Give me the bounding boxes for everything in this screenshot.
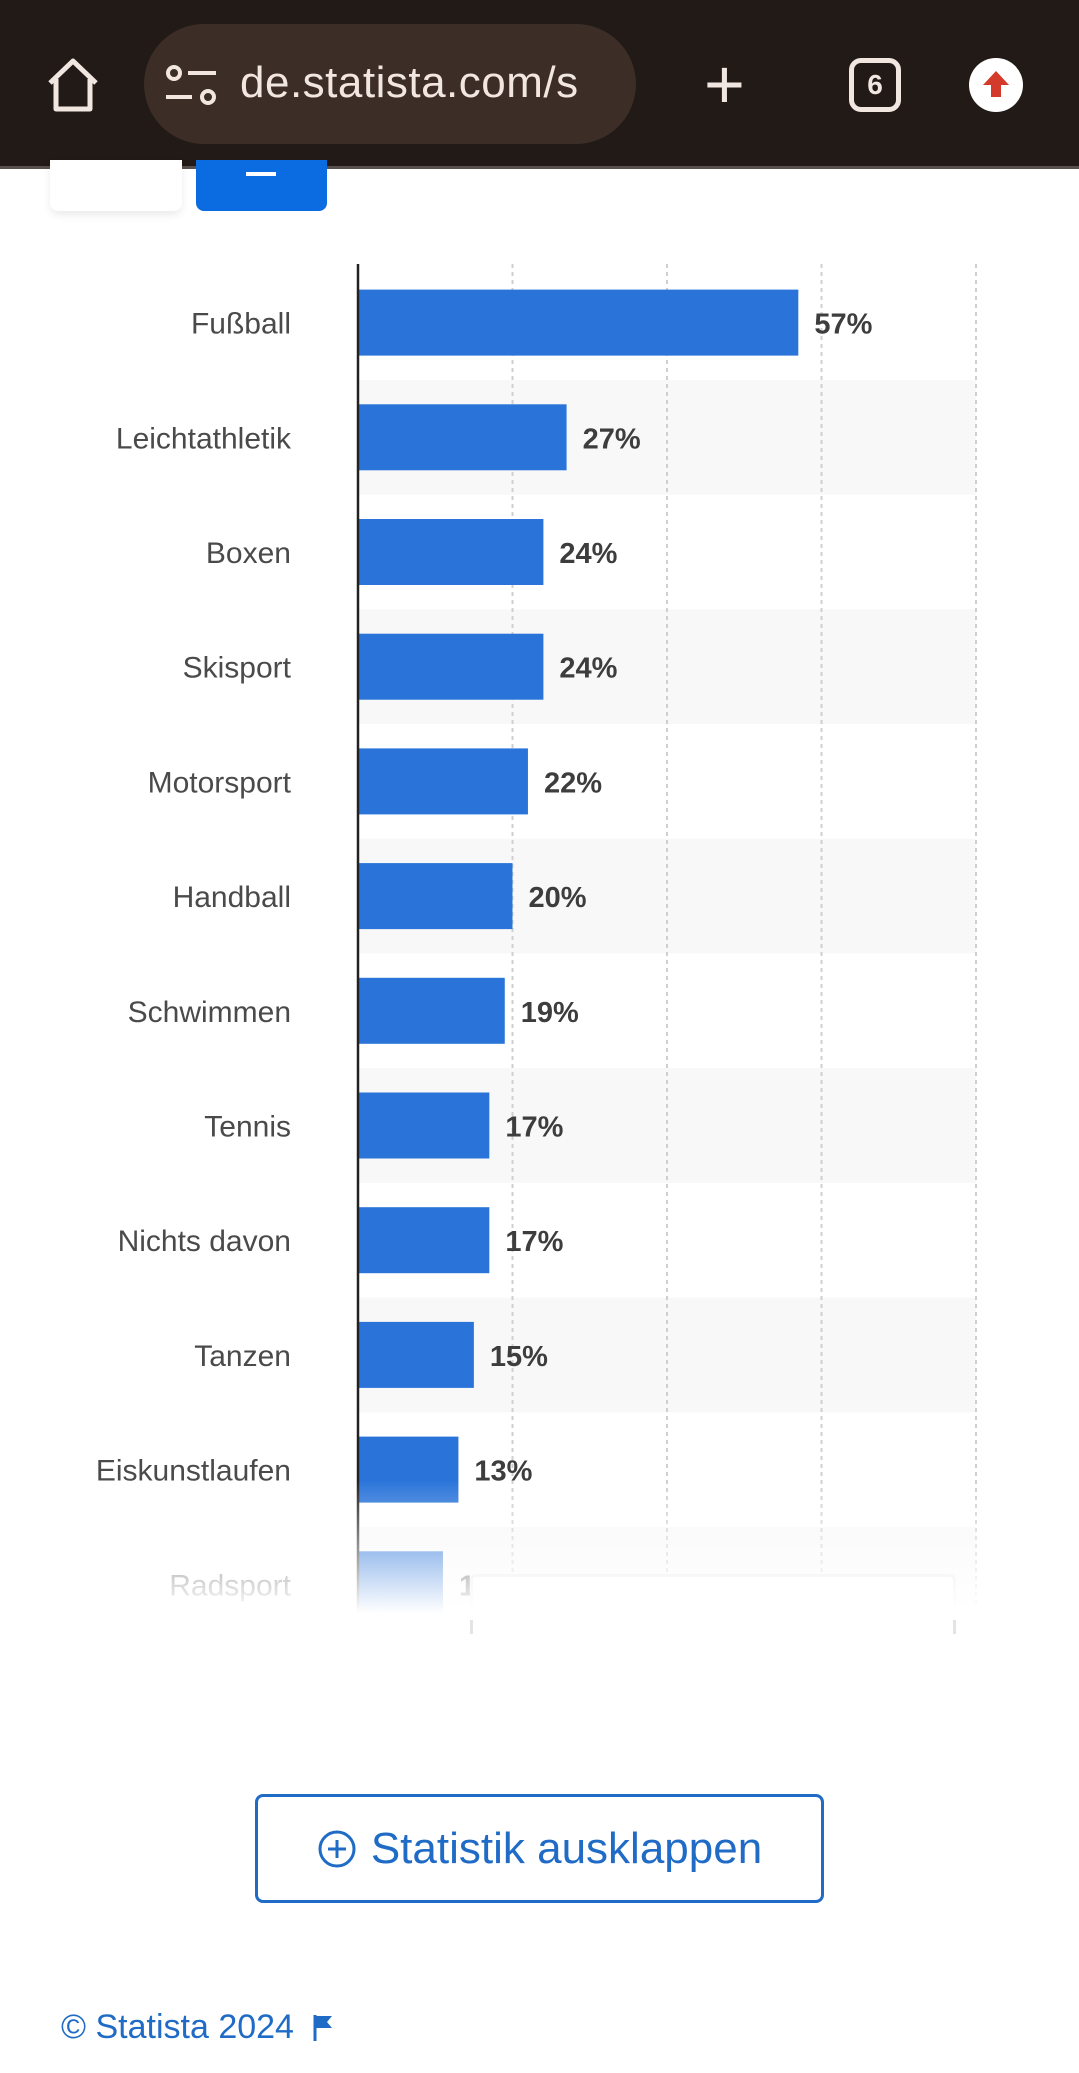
category-label: Skisport [183, 652, 292, 685]
value-label: 24% [559, 653, 617, 685]
category-label: Handball [173, 881, 291, 914]
new-tab-icon[interactable]: + [704, 45, 745, 123]
category-label: Nichts davon [118, 1225, 291, 1258]
category-label: Motorsport [148, 766, 292, 799]
bar [358, 1207, 490, 1274]
bar [358, 633, 544, 700]
bar [358, 1092, 490, 1159]
plus-circle-icon [318, 1830, 356, 1867]
value-label: 19% [521, 997, 579, 1029]
category-label: Leichtathletik [116, 422, 292, 455]
value-label: 15% [490, 1341, 548, 1373]
browser-toolbar: de.statista.com/s + 6 [0, 0, 1079, 169]
category-label: Tanzen [194, 1340, 291, 1373]
value-label: 20% [529, 882, 587, 914]
bar [358, 404, 567, 471]
home-icon[interactable] [42, 55, 104, 117]
value-label: 27% [583, 423, 641, 455]
tab-switcher-button[interactable]: 6 [849, 58, 901, 112]
bar [358, 289, 799, 356]
value-label: 17% [505, 1112, 563, 1144]
bar [358, 863, 513, 930]
expand-label: Statistik ausklappen [370, 1823, 763, 1873]
value-label: 24% [559, 538, 617, 570]
category-label: Boxen [206, 537, 291, 570]
value-label: 17% [505, 1226, 563, 1258]
copyright-link[interactable]: © Statista 2024 [61, 2008, 294, 2046]
value-label: 57% [814, 309, 872, 341]
address-bar[interactable]: de.statista.com/s [144, 24, 636, 144]
bar [358, 1321, 474, 1388]
update-icon[interactable] [969, 58, 1023, 112]
expand-statistic-button[interactable]: Statistik ausklappen [255, 1794, 824, 1903]
bar [358, 748, 528, 815]
url-text[interactable]: de.statista.com/s [240, 58, 579, 107]
flag-icon[interactable] [312, 2013, 334, 2043]
footer: © Statista 2024 [61, 2008, 334, 2047]
chart-fade [0, 1480, 1079, 1620]
chart-view-button[interactable] [50, 160, 182, 211]
table-view-button[interactable] [196, 160, 327, 211]
bar [358, 519, 544, 585]
category-label: Tennis [204, 1111, 291, 1144]
category-label: Fußball [191, 308, 291, 341]
value-label: 22% [544, 767, 602, 799]
bar-chart: Fußball 57% Leichtathletik 27% Boxen 24% Skisp… [96, 264, 977, 1614]
category-label: Schwimmen [128, 996, 291, 1029]
site-settings-icon[interactable] [164, 64, 220, 108]
bar [358, 977, 505, 1044]
